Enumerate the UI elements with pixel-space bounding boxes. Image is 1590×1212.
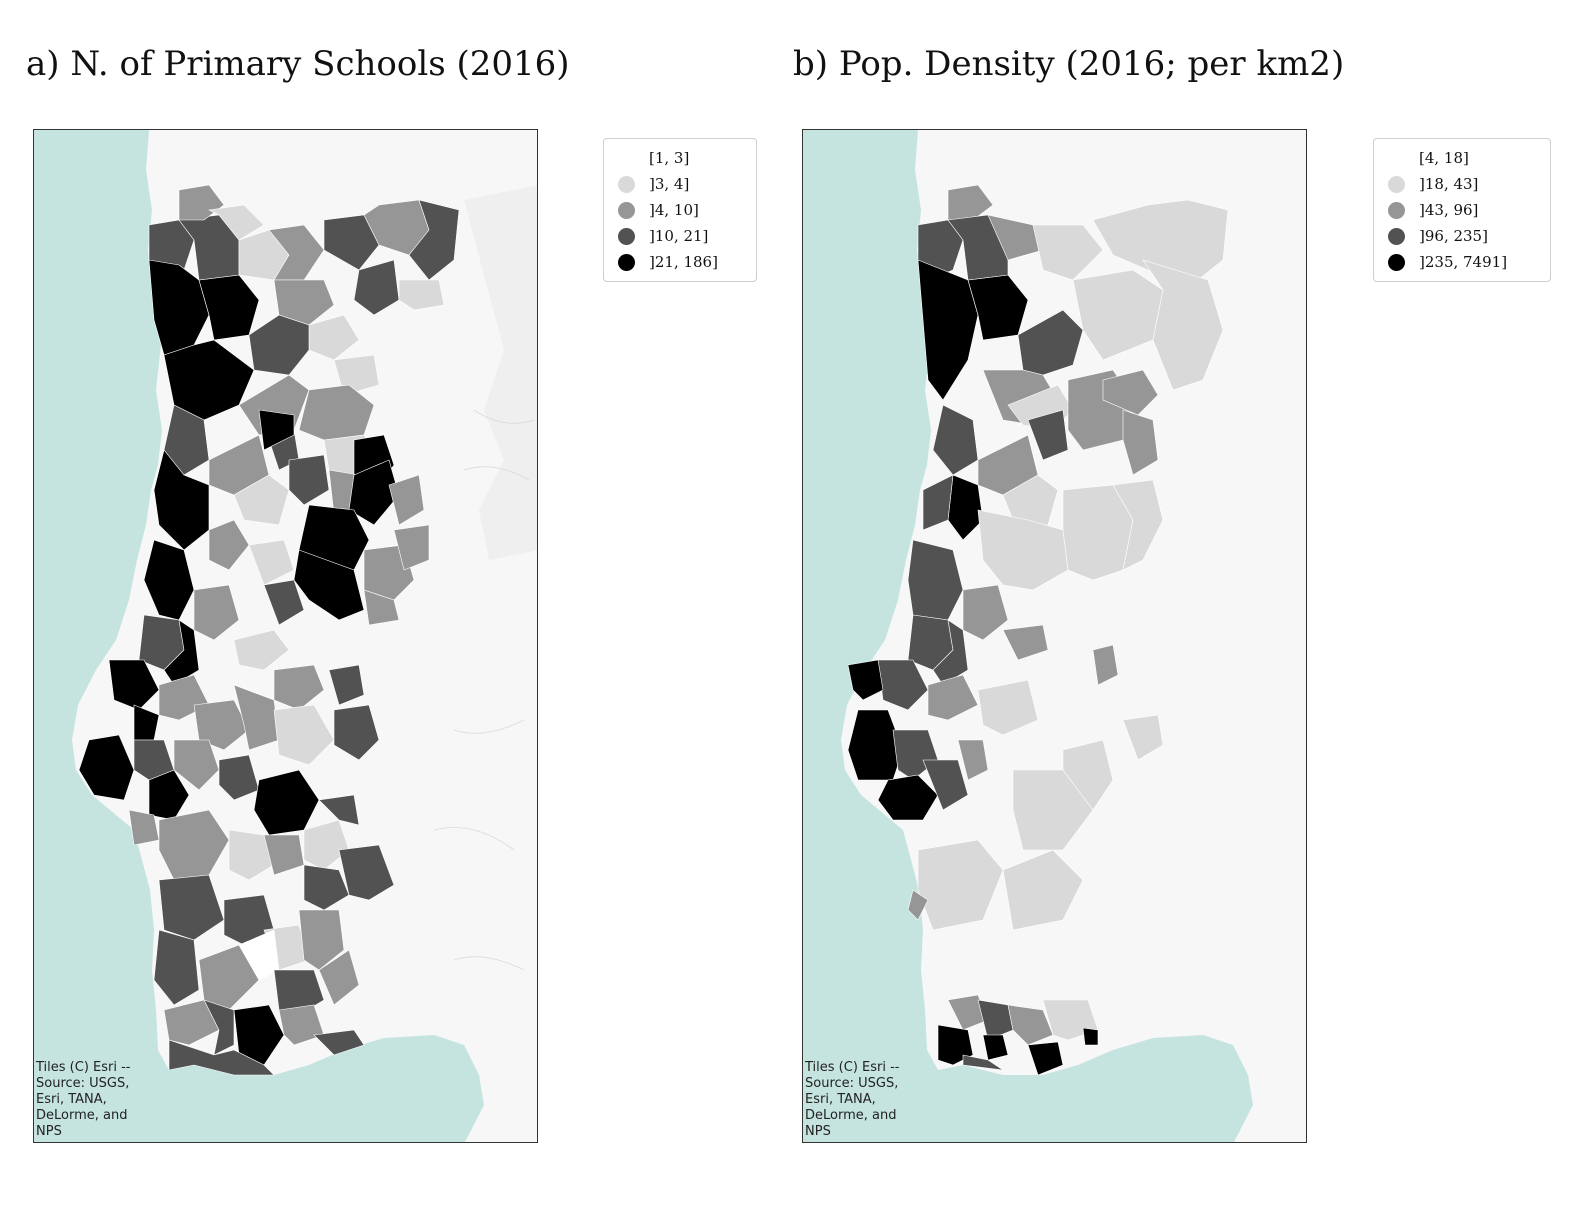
legend-label: ]21, 186] [649, 253, 718, 271]
legend-swatch [1388, 253, 1405, 271]
hillshade-a [433, 409, 535, 971]
map-a-primary-schools[interactable]: Tiles (C) Esri -- Source: USGS, Esri, TA… [33, 129, 538, 1143]
legend-swatch [618, 150, 635, 167]
sea-south [34, 1035, 484, 1142]
land-shade [464, 185, 537, 560]
legend-swatch [618, 227, 635, 245]
legend-a: [1, 3] ]3, 4] ]4, 10] ]10, 21] ]21, 186] [603, 138, 757, 282]
legend-swatch [1388, 150, 1405, 167]
legend-swatch [618, 201, 635, 219]
municipalities-a [78, 184, 460, 1076]
legend-label: [1, 3] [649, 149, 690, 167]
legend-item: ]21, 186] [618, 249, 742, 275]
legend-label: ]10, 21] [649, 227, 709, 245]
sea-south [803, 1035, 1253, 1142]
panel-b-title: b) Pop. Density (2016; per km2) [793, 44, 1345, 84]
map-b-pop-density[interactable]: Tiles (C) Esri -- Source: USGS, Esri, TA… [802, 129, 1307, 1143]
map-b-attribution: Tiles (C) Esri -- Source: USGS, Esri, TA… [805, 1060, 900, 1139]
legend-label: ]96, 235] [1419, 227, 1488, 245]
legend-swatch [1388, 227, 1405, 245]
municipalities-b [847, 184, 1229, 1076]
map-b-canvas [803, 130, 1253, 1142]
legend-label: ]18, 43] [1419, 175, 1479, 193]
legend-item: ]10, 21] [618, 223, 742, 249]
sea-west [34, 130, 169, 1070]
legend-item: ]18, 43] [1388, 171, 1536, 197]
legend-b: [4, 18] ]18, 43] ]43, 96] ]96, 235] ]235… [1373, 138, 1551, 282]
legend-item: ]4, 10] [618, 197, 742, 223]
legend-swatch [618, 253, 635, 271]
map-a-canvas [34, 130, 537, 1142]
legend-item: ]43, 96] [1388, 197, 1536, 223]
legend-item: ]235, 7491] [1388, 249, 1536, 275]
legend-item: [4, 18] [1388, 145, 1536, 171]
legend-label: ]235, 7491] [1419, 253, 1508, 271]
legend-swatch [1388, 201, 1405, 219]
legend-label: ]3, 4] [649, 175, 690, 193]
legend-label: [4, 18] [1419, 149, 1469, 167]
legend-swatch [1388, 175, 1405, 193]
legend-item: ]3, 4] [618, 171, 742, 197]
legend-item: ]96, 235] [1388, 223, 1536, 249]
legend-label: ]4, 10] [649, 201, 699, 219]
sea-west [803, 130, 938, 1070]
panel-a-title: a) N. of Primary Schools (2016) [26, 44, 570, 84]
legend-item: [1, 3] [618, 145, 742, 171]
map-a-attribution: Tiles (C) Esri -- Source: USGS, Esri, TA… [36, 1060, 131, 1139]
legend-swatch [618, 175, 635, 193]
legend-label: ]43, 96] [1419, 201, 1479, 219]
